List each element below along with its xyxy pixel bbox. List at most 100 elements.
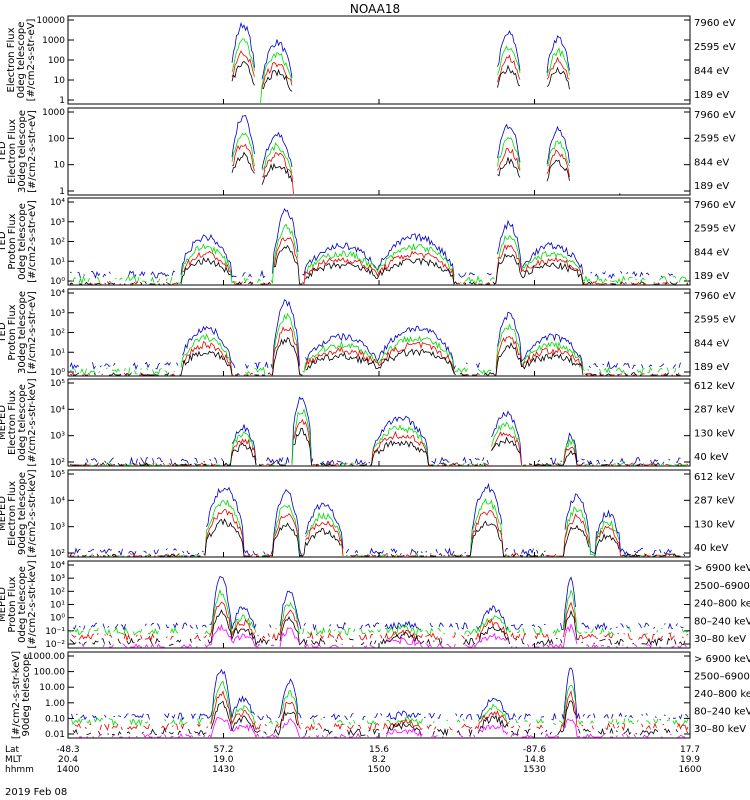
legend-entry: 189 eV: [694, 362, 729, 373]
y-axis-label: 0deg telescope: [16, 22, 27, 99]
series-trace: [231, 60, 570, 92]
y-axis-label: Proton Flux: [7, 213, 18, 269]
figure-title: NOAA18: [350, 2, 400, 16]
legend-entry: 40 keV: [694, 543, 728, 554]
y-tick-label: 10³: [50, 523, 65, 533]
y-tick-label: 1000: [42, 36, 65, 46]
y-tick-label: 0.10: [45, 714, 65, 724]
y-tick-label: 1000: [42, 108, 65, 118]
y-tick-label: 10⁴: [50, 198, 65, 208]
y-tick-label: 10¹: [50, 257, 65, 267]
y-axis-label: TED: [0, 322, 8, 343]
legend-entry: 80–240 keV: [694, 616, 750, 627]
panels: 1 10 100 1000 10000 Electron Flux 0deg telesco…: [0, 15, 750, 740]
panel-frame: [67, 15, 691, 105]
y-tick-label: 10⁵: [50, 470, 65, 480]
y-axis-label: Proton Flux: [7, 304, 18, 360]
y-tick-label: 1: [59, 187, 65, 197]
series-trace: [81, 623, 687, 648]
legend-entry: 189 eV: [694, 271, 729, 282]
series-trace: [82, 499, 685, 556]
series-trace: [71, 680, 689, 727]
x-tick-label: 1530: [523, 765, 546, 775]
legend-entry: 30–80 keV: [694, 634, 746, 645]
x-row-label: Lat: [5, 745, 20, 755]
x-tick-label: 1430: [212, 765, 235, 775]
y-tick-label: 10: [54, 161, 66, 171]
legend-entry: 189 eV: [694, 181, 729, 192]
y-axis-label: TED: [0, 231, 8, 252]
x-tick-label: 20.4: [58, 755, 78, 765]
y-tick-label: 10²: [50, 238, 65, 248]
legend-entry: 30–80 keV: [694, 724, 746, 735]
series-trace: [69, 244, 688, 286]
panel-1: 1 10 100 1000 10000 Electron Flux 0deg telesco…: [6, 15, 736, 106]
y-axis-label: [#/cm2-s-str-keV]: [27, 378, 38, 466]
y-axis-label: Electron Flux: [7, 119, 18, 184]
y-tick-label: 100: [48, 56, 65, 66]
y-tick-label: 10⁴: [50, 496, 65, 506]
legend-entry: 240–800 keV: [694, 599, 750, 610]
panel-8: 0.01 0.10 1.00 10.00 100.00 1000.00 [#/cm2-s-s…: [11, 651, 750, 740]
series-trace: [79, 718, 688, 737]
y-tick-label: 100: [48, 134, 65, 144]
x-row-label: MLT: [5, 755, 23, 765]
y-tick-label: 10³: [50, 574, 65, 584]
x-row-label: hhmm: [5, 765, 34, 775]
series-trace: [73, 576, 687, 629]
series-trace: [231, 21, 570, 80]
panel-frame: [67, 560, 691, 649]
y-tick-label: 10⁰: [50, 277, 65, 287]
x-tick-label: 14.8: [524, 755, 544, 765]
y-axis-label: 30deg telescope: [17, 110, 28, 193]
y-tick-label: 1000.00: [28, 652, 65, 662]
y-axis-label: Electron Flux: [7, 481, 18, 546]
y-axis-label: [#/cm2-s-str-eV]: [27, 200, 38, 283]
legend-entry: 7960 eV: [694, 18, 736, 29]
y-axis-label: 0deg telescope: [17, 203, 28, 280]
x-tick-label: 8.2: [372, 755, 386, 765]
y-tick-label: 10⁻¹: [45, 627, 65, 637]
y-tick-label: 100.00: [34, 668, 66, 678]
y-axis-label: [#/cm2-s-str-eV]: [27, 110, 38, 193]
x-tick-label: 15.6: [369, 745, 389, 755]
y-tick-label: 10¹: [50, 348, 65, 358]
legend-entry: 2595 eV: [694, 224, 736, 235]
series-trace: [70, 408, 687, 466]
series-trace: [71, 667, 689, 721]
x-tick-label: -48.3: [56, 745, 79, 755]
y-axis-label: [#/cm2-s-str-eV]: [26, 19, 37, 102]
y-axis-label: [#/cm2-s-str-eV]: [27, 291, 38, 374]
x-tick-label: 19.0: [213, 755, 233, 765]
y-tick-label: 10⁴: [50, 405, 65, 415]
y-axis-label: Proton Flux: [7, 576, 18, 632]
legend-entry: 2500–6900: [694, 581, 750, 592]
legend-entry: 130 keV: [694, 519, 735, 530]
y-axis-label: Electron Flux: [7, 390, 18, 455]
series-trace: [70, 314, 684, 374]
panel-7: 10⁻² 10⁻¹ 10⁰ 10¹ 10² 10³ 10⁴ MEPED Proton Flux 0…: [0, 560, 750, 650]
legend-entry: 130 keV: [694, 428, 735, 439]
legend-entry: 844 eV: [694, 66, 729, 77]
y-tick-label: 10⁻²: [45, 640, 65, 650]
y-axis-label: MEPED: [0, 405, 8, 440]
x-tick-label: 17.7: [680, 745, 700, 755]
y-tick-label: 1.00: [45, 699, 65, 709]
y-tick-label: 10⁴: [50, 561, 65, 571]
panel-6: 10² 10³ 10⁴ 10⁵ MEPED Electron Flux 90deg tele…: [0, 469, 735, 559]
y-axis-label: MEPED: [0, 496, 8, 531]
legend-entry: 844 eV: [694, 338, 729, 349]
y-axis-label: [#/cm2-s-str-keV]: [27, 560, 38, 648]
y-tick-label: 10: [54, 76, 66, 86]
x-tick-label: 1500: [368, 765, 391, 775]
series-trace: [87, 397, 686, 464]
y-tick-label: 10³: [50, 309, 65, 319]
legend-entry: 844 eV: [694, 247, 729, 258]
y-tick-label: 10000: [36, 16, 65, 26]
y-tick-label: 10²: [50, 549, 65, 559]
y-tick-label: 10²: [50, 329, 65, 339]
legend-entry: > 6900 keV: [694, 654, 750, 665]
panel-2: 1 10 100 1000 TED Electron Flux 30deg telescop…: [0, 107, 736, 197]
legend-entry: 7960 eV: [694, 200, 736, 211]
